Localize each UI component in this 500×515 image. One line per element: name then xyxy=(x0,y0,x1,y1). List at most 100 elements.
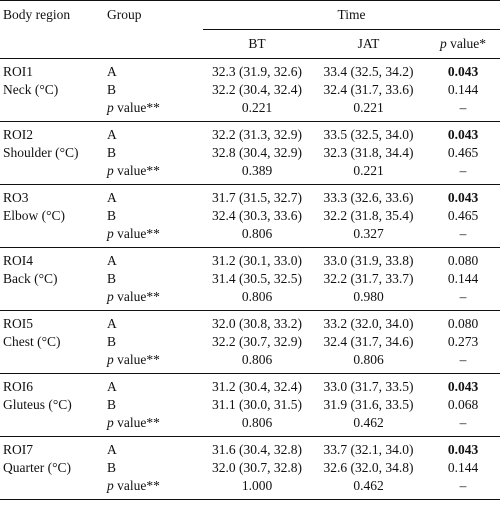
group-label: B xyxy=(107,460,117,475)
p-value-label-rest: value** xyxy=(113,352,160,367)
region-id: ROI2 xyxy=(3,127,33,142)
row-p-value: p value** 0.806 0.327– xyxy=(0,225,500,248)
row-group-a: ROI4 A 31.2 (30.1, 33.0) 33.0 (31.9, 33.8) 0… xyxy=(0,248,500,271)
jat-value: 33.5 (32.5, 34.0) xyxy=(323,127,414,142)
row-group-b: Elbow (°C) B 32.4 (30.3, 33.6) 32.2 (31.8, … xyxy=(0,207,500,225)
p-value: – xyxy=(426,288,500,311)
row-group-a: RO3 A 31.7 (31.5, 32.7) 33.3 (32.6, 33.6) 0.… xyxy=(0,185,500,208)
group-label: A xyxy=(107,379,117,394)
group-label: A xyxy=(107,64,117,79)
jat-value: 32.2 (31.7, 33.7) xyxy=(323,271,414,286)
bt-value: 0.806 xyxy=(203,351,311,374)
group-label: A xyxy=(107,316,117,331)
bt-value: 32.2 (31.3, 32.9) xyxy=(212,127,302,142)
row-group-a: ROI7 A 31.6 (30.4, 32.8) 33.7 (32.1, 34.0) 0… xyxy=(0,437,500,460)
p-value: 0.043 xyxy=(447,379,479,394)
row-group-a: ROI5 A 32.0 (30.8, 33.2) 33.2 (32.0, 34.0) 0… xyxy=(0,311,500,334)
row-group-b: Back (°C) B 31.4 (30.5, 32.5) 32.2 (31.7, 3… xyxy=(0,270,500,288)
p-value: 0.043 xyxy=(447,442,479,457)
region-name xyxy=(0,288,107,311)
p-value: 0.465 xyxy=(447,208,479,223)
jat-value: 32.4 (31.7, 34.6) xyxy=(323,334,414,349)
bt-value: 32.8 (30.4, 32.9) xyxy=(212,145,302,160)
p-value-label-italic: p xyxy=(107,289,114,304)
group-label: A xyxy=(107,127,117,142)
header-jat: JAT xyxy=(357,36,380,51)
group-label: B xyxy=(107,271,117,286)
p-value-label: p value** xyxy=(107,351,203,374)
p-value: 0.144 xyxy=(447,82,479,97)
jat-value: 32.6 (32.0, 34.8) xyxy=(323,460,414,475)
row-group-a: ROI1 A 32.3 (31.9, 32.6) 33.4 (32.5, 34.2) 0… xyxy=(0,59,500,82)
jat-value: 0.806 xyxy=(311,351,426,374)
jat-value: 0.980 xyxy=(311,288,426,311)
row-p-value: p value** 0.806 0.462– xyxy=(0,414,500,437)
row-p-value: p value** 0.221 0.221– xyxy=(0,99,500,122)
jat-value: 0.221 xyxy=(311,162,426,185)
region-name: Quarter (°C) xyxy=(3,460,71,475)
region-name: Elbow (°C) xyxy=(3,208,66,223)
p-value: 0.080 xyxy=(447,316,479,331)
row-p-value: p value** 0.806 0.980– xyxy=(0,288,500,311)
region-name xyxy=(0,99,107,122)
bt-value: 31.7 (31.5, 32.7) xyxy=(212,190,302,205)
header-p-value: p value* xyxy=(426,30,500,59)
region-id: ROI4 xyxy=(3,253,33,268)
p-value-label: p value** xyxy=(107,288,203,311)
bt-value: 32.0 (30.8, 33.2) xyxy=(212,316,302,331)
region-id: ROI5 xyxy=(3,316,33,331)
p-value: 0.043 xyxy=(447,190,479,205)
p-value: – xyxy=(426,414,500,437)
bt-value: 31.2 (30.1, 33.0) xyxy=(212,253,302,268)
bt-value: 0.389 xyxy=(203,162,311,185)
temperature-table: Body region Group Time BT JAT p value* R… xyxy=(0,0,500,500)
jat-value: 31.9 (31.6, 33.5) xyxy=(323,397,414,412)
p-value-label-rest: value** xyxy=(113,415,160,430)
row-p-value: p value** 0.806 0.806– xyxy=(0,351,500,374)
p-value: 0.043 xyxy=(447,127,479,142)
jat-value: 33.0 (31.9, 33.8) xyxy=(323,253,414,268)
group-label: B xyxy=(107,334,117,349)
region-id: ROI7 xyxy=(3,442,33,457)
header-body-region: Body region xyxy=(0,0,107,59)
bt-value: 31.4 (30.5, 32.5) xyxy=(212,271,302,286)
p-value-label: p value** xyxy=(107,225,203,248)
p-value: – xyxy=(426,225,500,248)
region-name: Back (°C) xyxy=(3,271,58,286)
p-value: 0.273 xyxy=(447,334,479,349)
jat-value: 33.2 (32.0, 34.0) xyxy=(323,316,414,331)
p-value: – xyxy=(426,162,500,185)
header-p-italic: p xyxy=(439,36,447,51)
table-body: ROI1 A 32.3 (31.9, 32.6) 33.4 (32.5, 34.2) 0… xyxy=(0,59,500,500)
p-value-label-italic: p xyxy=(107,163,114,178)
p-value-label: p value** xyxy=(107,477,203,500)
jat-value: 33.7 (32.1, 34.0) xyxy=(323,442,414,457)
region-name: Neck (°C) xyxy=(3,82,59,97)
p-value: – xyxy=(426,99,500,122)
jat-value: 0.462 xyxy=(311,477,426,500)
region-id: ROI1 xyxy=(3,64,33,79)
row-group-b: Chest (°C) B 32.2 (30.7, 32.9) 32.4 (31.7, … xyxy=(0,333,500,351)
region-id: ROI6 xyxy=(3,379,33,394)
p-value: 0.080 xyxy=(447,253,479,268)
row-group-b: Shoulder (°C) B 32.8 (30.4, 32.9) 32.3 (31.… xyxy=(0,144,500,162)
jat-value: 33.0 (31.7, 33.5) xyxy=(323,379,414,394)
bt-value: 32.4 (30.3, 33.6) xyxy=(212,208,302,223)
p-value: – xyxy=(426,477,500,500)
bt-value: 32.2 (30.7, 32.9) xyxy=(212,334,302,349)
jat-value: 32.4 (31.7, 33.6) xyxy=(323,82,414,97)
p-value-label-rest: value** xyxy=(113,163,160,178)
header-time: Time xyxy=(203,0,500,30)
p-value-label-rest: value** xyxy=(113,478,160,493)
p-value: 0.043 xyxy=(447,64,479,79)
bt-value: 31.2 (30.4, 32.4) xyxy=(212,379,302,394)
region-name: Shoulder (°C) xyxy=(3,145,79,160)
header-group: Group xyxy=(107,0,203,59)
p-value: – xyxy=(426,351,500,374)
bt-value: 32.0 (30.7, 32.8) xyxy=(212,460,302,475)
bt-value: 31.6 (30.4, 32.8) xyxy=(212,442,302,457)
bt-value: 1.000 xyxy=(203,477,311,500)
row-group-a: ROI2 A 32.2 (31.3, 32.9) 33.5 (32.5, 34.0) 0… xyxy=(0,122,500,145)
header-row-2: BT JAT p value* xyxy=(0,30,500,59)
